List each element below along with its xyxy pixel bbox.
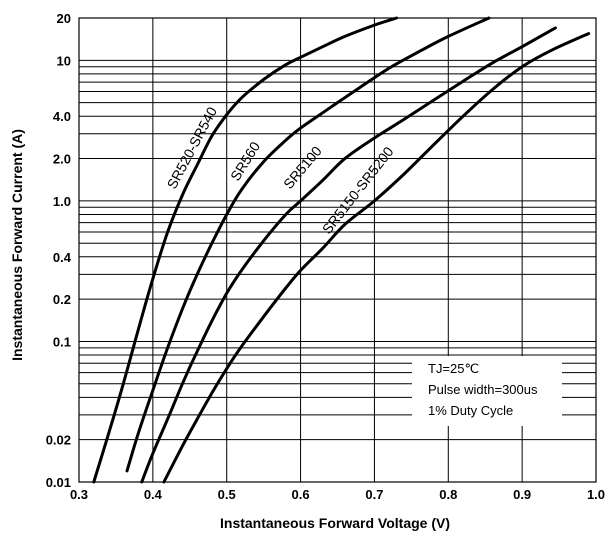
series-line-0 [92, 16, 399, 484]
y-tick-label: 0.2 [53, 292, 71, 307]
series-line-3 [162, 32, 591, 484]
plot-frame [78, 17, 597, 483]
y-tick-label: 0.4 [53, 250, 72, 265]
y-tick-labels: 0.01 0.02 0.1 0.2 0.4 1.0 2.0 4.0 10 20 [46, 11, 72, 490]
note-duty-cycle: 1% Duty Cycle [428, 403, 513, 418]
y-tick-label: 2.0 [53, 152, 71, 167]
x-tick-label: 0.3 [70, 487, 88, 502]
note-pulse-width: Pulse width=300us [428, 382, 538, 397]
y-tick-label: 4.0 [53, 109, 71, 124]
x-tick-label: 0.9 [513, 487, 531, 502]
y-tick-label: 0.02 [46, 433, 71, 448]
note-junction-temperature: TJ=25℃ [428, 361, 479, 376]
x-tick-label: 0.7 [365, 487, 383, 502]
y-tick-label: 10 [57, 53, 71, 68]
y-tick-label: 0.01 [46, 475, 71, 490]
y-tick-label: 0.1 [53, 334, 71, 349]
x-tick-label: 0.5 [218, 487, 236, 502]
x-tick-label: 0.4 [144, 487, 163, 502]
y-tick-label: 20 [57, 11, 71, 26]
curve-labels: SR520-SR540 SR560 SR5100 SR5150-SR5200 [164, 104, 397, 237]
x-tick-label: 1.0 [587, 487, 605, 502]
series-curves [92, 16, 591, 484]
curve-label-sr560: SR560 [227, 139, 263, 184]
x-tick-label: 0.6 [292, 487, 310, 502]
x-tick-label: 0.8 [439, 487, 457, 502]
x-tick-labels: 0.3 0.4 0.5 0.6 0.7 0.8 0.9 1.0 [70, 487, 605, 502]
series-line-1 [125, 16, 491, 473]
x-axis-title: Instantaneous Forward Voltage (V) [220, 515, 450, 531]
y-axis-title: Instantaneous Forward Current (A) [9, 129, 25, 361]
test-conditions-note: TJ=25℃ Pulse width=300us 1% Duty Cycle [412, 356, 562, 426]
y-tick-label: 1.0 [53, 194, 71, 209]
series-line-2 [140, 26, 557, 484]
